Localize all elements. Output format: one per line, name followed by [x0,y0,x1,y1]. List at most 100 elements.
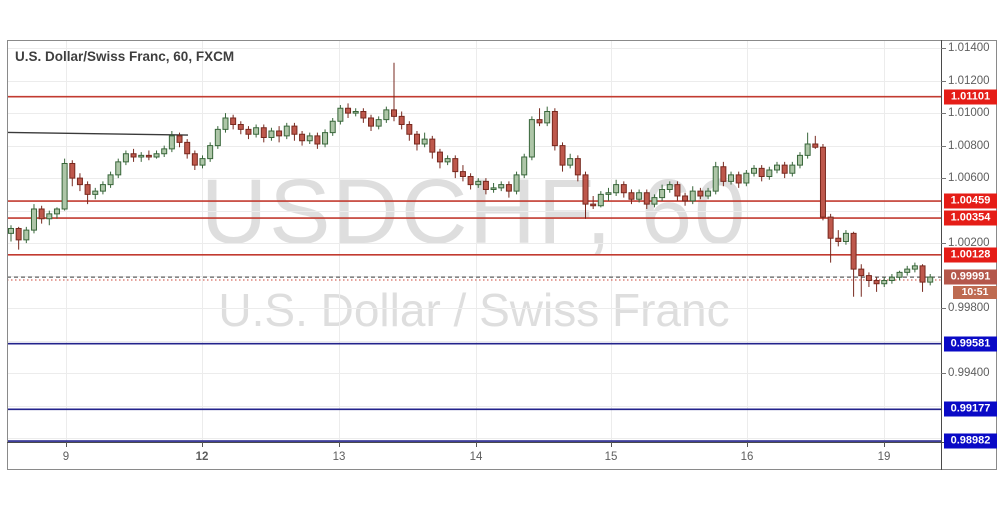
candle[interactable] [245,126,252,140]
candle[interactable] [567,153,574,169]
candle[interactable] [812,135,819,149]
candle[interactable] [184,139,191,159]
candle[interactable] [659,184,666,201]
candle[interactable] [781,161,788,179]
candle[interactable] [92,187,99,200]
candle[interactable] [712,161,719,195]
candle[interactable] [23,226,30,244]
candle[interactable] [651,194,658,208]
candle[interactable] [306,132,313,144]
candle[interactable] [260,124,267,143]
candle[interactable] [858,264,865,297]
candle[interactable] [383,106,390,123]
candle[interactable] [360,108,367,123]
candle[interactable] [590,195,597,209]
candle[interactable] [674,181,681,201]
candle[interactable] [850,231,857,297]
candle[interactable] [314,132,321,149]
candle[interactable] [720,161,727,187]
candle[interactable] [613,179,620,196]
candle[interactable] [628,189,635,205]
candle[interactable] [176,132,183,148]
candle[interactable] [268,127,275,141]
candle[interactable] [528,116,535,161]
candle[interactable] [758,165,765,182]
candle[interactable] [30,204,37,234]
candle[interactable] [122,150,129,166]
candle[interactable] [299,130,306,146]
candle[interactable] [513,171,520,195]
candle[interactable] [774,161,780,174]
candle[interactable] [574,155,581,182]
candle[interactable] [130,148,137,162]
candle[interactable] [459,165,466,182]
candle[interactable] [904,265,911,276]
candle[interactable] [406,121,413,141]
candle[interactable] [161,145,168,157]
candle[interactable] [559,142,566,172]
candle[interactable] [391,62,397,122]
candle[interactable] [199,155,206,169]
candle[interactable] [69,160,76,187]
candle[interactable] [337,104,344,125]
candle[interactable] [636,189,643,203]
candle[interactable] [291,122,298,141]
candle[interactable] [728,171,735,185]
candle[interactable] [329,117,336,136]
candle[interactable] [138,152,145,162]
candle[interactable] [99,181,106,195]
candle[interactable] [107,171,114,188]
candle[interactable] [436,148,443,169]
candle[interactable] [207,142,214,162]
candle[interactable] [76,173,83,192]
candle[interactable] [467,173,474,190]
candle[interactable] [214,126,221,149]
candle[interactable] [796,152,803,169]
candle[interactable] [505,181,512,198]
candle[interactable] [444,155,451,166]
candle[interactable] [490,182,497,193]
candle[interactable] [551,108,558,151]
candle[interactable] [168,130,175,153]
candle[interactable] [8,225,14,242]
trend-line[interactable] [7,131,189,136]
candle[interactable] [842,230,849,245]
candle[interactable] [682,192,689,206]
candle[interactable] [475,178,482,188]
candle[interactable] [498,181,505,192]
candle[interactable] [888,273,895,284]
candle[interactable] [697,187,704,200]
candle[interactable] [84,181,91,205]
candle[interactable] [222,113,229,133]
candle[interactable] [429,135,436,159]
candle[interactable] [191,150,198,170]
candle[interactable] [375,116,382,130]
candle[interactable] [237,121,244,135]
candle[interactable] [919,264,926,292]
candle[interactable] [368,114,375,131]
candle[interactable] [38,205,45,224]
candle[interactable] [735,171,742,188]
candle[interactable] [582,171,589,219]
candle[interactable] [766,166,773,180]
candle[interactable] [605,187,612,201]
candle[interactable] [544,106,551,127]
candle[interactable] [521,153,528,179]
candle[interactable] [789,161,796,177]
candle[interactable] [881,277,888,287]
candle[interactable] [597,191,604,208]
candle[interactable] [46,210,53,226]
candle[interactable] [230,114,237,130]
candle[interactable] [145,150,152,161]
candle[interactable] [666,181,673,193]
candle[interactable] [911,262,918,273]
candle[interactable] [421,132,428,148]
candle[interactable] [352,108,359,117]
candle[interactable] [827,213,834,263]
candle[interactable] [15,226,22,250]
candle[interactable] [620,181,627,198]
candle[interactable] [927,273,934,286]
candle[interactable] [689,186,696,205]
candle[interactable] [452,155,459,179]
candle[interactable] [53,207,60,219]
